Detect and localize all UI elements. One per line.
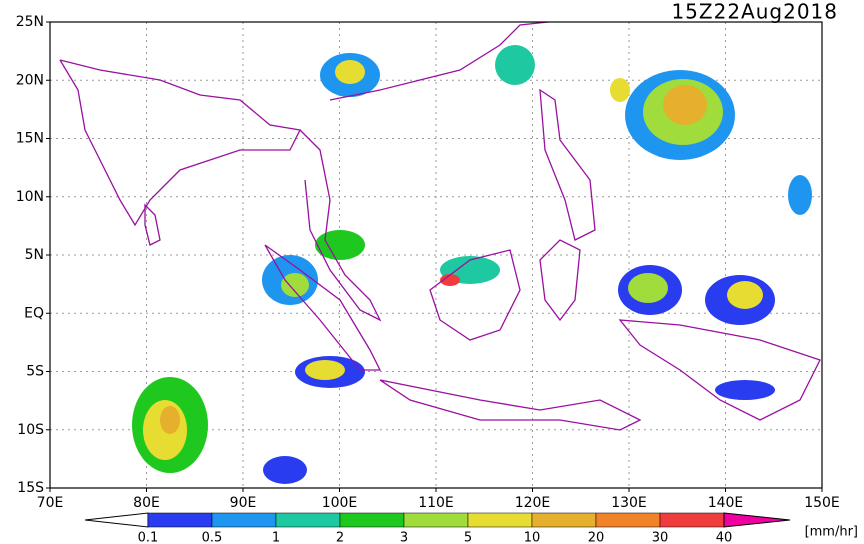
colorbar-label: 1 [272,531,280,544]
lat-label: 10N [16,189,44,205]
lon-label: 100E [322,495,358,511]
colorbar-segment [275,512,341,528]
lat-label: 15S [17,480,44,496]
colorbar-segment [531,512,597,528]
colorbar-low-arrow [84,512,149,528]
lon-label: 110E [418,495,454,511]
lat-label: 25N [16,14,44,30]
lon-label: 130E [611,495,647,511]
colorbar-label: 3 [400,531,408,544]
colorbar-segment [659,512,725,528]
colorbar-segment [467,512,533,528]
coastlines [59,21,821,431]
lat-label: 20N [16,72,44,88]
lat-label: 5S [26,364,44,380]
colorbar-label: 20 [588,531,605,544]
colorbar-segment [595,512,661,528]
colorbar-segment [339,512,405,528]
rain-areas [132,45,812,484]
lon-label: 120E [515,495,551,511]
colorbar-label: 10 [524,531,541,544]
colorbar-high-arrow [723,512,791,528]
axis-labels: 70E 80E 90E 100E 110E 120E 130E 140E 150E 25N 20N 1… [16,14,840,511]
lon-label: 70E [37,495,64,511]
lon-label: 140E [708,495,744,511]
lat-label: 10S [17,422,44,438]
lat-label: EQ [24,305,44,321]
colorbar-segment [211,512,277,528]
map-title: 15Z22Aug2018 [671,0,838,24]
colorbar-label: 5 [464,531,472,544]
lon-label: 80E [133,495,160,511]
colorbar-segment [403,512,469,528]
colorbar-label: 0.5 [202,531,223,544]
lat-label: 5N [25,247,44,263]
colorbar-label: 0.1 [138,531,159,544]
colorbar-segment [147,512,213,528]
lon-label: 150E [804,495,840,511]
lat-label: 15N [16,131,44,147]
colorbar-unit: [mm/hr] [805,525,858,540]
colorbar: 0.1 0.5 1 2 3 5 10 20 30 40 [mm/hr] [84,512,858,544]
lon-label: 90E [230,495,257,511]
colorbar-label: 30 [652,531,669,544]
colorbar-label: 40 [716,531,733,544]
colorbar-label: 2 [336,531,344,544]
